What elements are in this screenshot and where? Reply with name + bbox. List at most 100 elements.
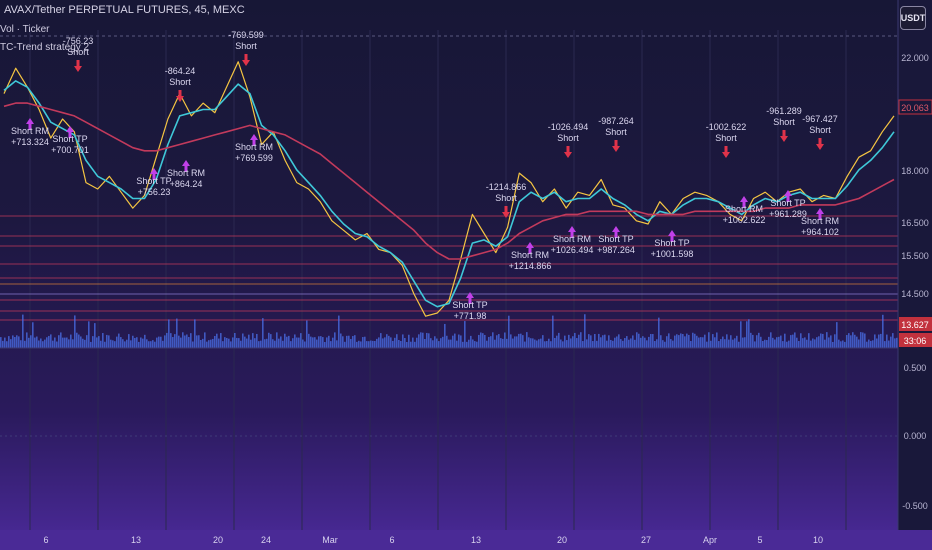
volume-bar (514, 336, 516, 348)
volume-bar (632, 335, 634, 348)
volume-bar (96, 337, 98, 348)
volume-bar (522, 335, 524, 348)
volume-bar (822, 333, 824, 348)
volume-bar (842, 340, 844, 348)
volume-bar (386, 334, 388, 348)
volume-bar (332, 337, 334, 348)
time-tick-label: 13 (471, 535, 481, 545)
volume-bar (268, 332, 270, 348)
volume-bar (710, 340, 712, 348)
volume-bar (850, 335, 852, 348)
volume-bar (718, 341, 720, 348)
trade-label-value: Short (605, 127, 627, 137)
indicator-strategy-label[interactable]: TC-Trend strategy 2 (0, 42, 90, 53)
volume-bar (144, 334, 146, 348)
volume-bar (408, 334, 410, 348)
volume-bar (642, 336, 644, 348)
volume-bar (490, 336, 492, 348)
trade-label: Short TP (52, 134, 87, 144)
volume-bar (440, 338, 442, 348)
volume-bar (44, 339, 46, 348)
volume-bar (270, 334, 272, 348)
volume-bar (272, 339, 274, 348)
volume-bar (648, 336, 650, 348)
sell-arrow-icon (502, 206, 510, 218)
volume-bar (812, 338, 814, 348)
volume-bar (506, 338, 508, 348)
trade-label: -961.289 (766, 106, 802, 116)
buy-arrow-icon (250, 134, 258, 146)
sell-arrow-icon (816, 138, 824, 150)
volume-bar (210, 339, 212, 348)
volume-bar (36, 336, 38, 348)
trade-label-value: +1002.622 (723, 215, 766, 225)
volume-bar (742, 337, 744, 348)
last-price-box (898, 99, 932, 115)
volume-bar (282, 340, 284, 348)
volume-bar (728, 339, 730, 348)
volume-bar (622, 340, 624, 348)
volume-bar (504, 332, 506, 348)
volume-bar (766, 340, 768, 348)
volume-bar (704, 334, 706, 348)
volume-bar (170, 333, 172, 348)
volume-bar (152, 340, 154, 348)
volume-bar (498, 334, 500, 348)
volume-bar (562, 341, 564, 348)
buy-arrow-icon (612, 226, 620, 238)
volume-bar (78, 334, 80, 348)
volume-bar (126, 339, 128, 348)
volume-bar (680, 333, 682, 348)
volume-bar (432, 340, 434, 348)
volume-bar (158, 336, 160, 348)
volume-bar (694, 333, 696, 348)
volume-bar (320, 336, 322, 348)
volume-bar (814, 339, 816, 348)
volume-bar (888, 340, 890, 348)
trade-label: -987.264 (598, 116, 634, 126)
volume-bar (220, 333, 222, 348)
volume-bar (106, 334, 108, 348)
trade-label-value: +964.102 (801, 227, 839, 237)
volume-bar (860, 332, 862, 348)
volume-bar (662, 340, 664, 348)
volume-bar (802, 338, 804, 348)
volume-bar (146, 339, 148, 348)
volume-bar (406, 341, 408, 348)
volume-bar (64, 337, 66, 348)
volume-bar (422, 332, 424, 348)
volume-bar (736, 335, 738, 348)
volume-bar (368, 341, 370, 348)
volume-bar (496, 335, 498, 348)
volume-bar (730, 335, 732, 348)
volume-bar (300, 333, 302, 348)
volume-bar (280, 336, 282, 348)
volume-bar (686, 333, 688, 348)
volume-bar (658, 317, 660, 348)
volume-bar (10, 339, 12, 348)
volume-bar (690, 341, 692, 348)
volume-bar (14, 337, 16, 348)
volume-bar (100, 340, 102, 348)
volume-bar (740, 321, 742, 348)
volume-bar (26, 332, 28, 348)
volume-bar (40, 338, 42, 348)
volume-bar (610, 339, 612, 348)
volume-bar (768, 336, 770, 348)
volume-bar (250, 339, 252, 348)
trade-label: Short TP (598, 234, 633, 244)
volume-bar (826, 332, 828, 348)
volume-bar (310, 336, 312, 348)
trade-label: -864.24 (165, 66, 196, 76)
volume-bar (660, 335, 662, 348)
volume-bar (752, 334, 754, 348)
buy-arrow-icon (816, 208, 824, 220)
volume-bar (486, 340, 488, 348)
volume-bar (68, 339, 70, 348)
volume-bar (750, 332, 752, 348)
indicator-volume-label[interactable]: Vol · Ticker (0, 24, 50, 35)
price-axis (898, 0, 932, 550)
currency-button[interactable]: USDT (900, 6, 926, 30)
volume-bar (480, 332, 482, 348)
